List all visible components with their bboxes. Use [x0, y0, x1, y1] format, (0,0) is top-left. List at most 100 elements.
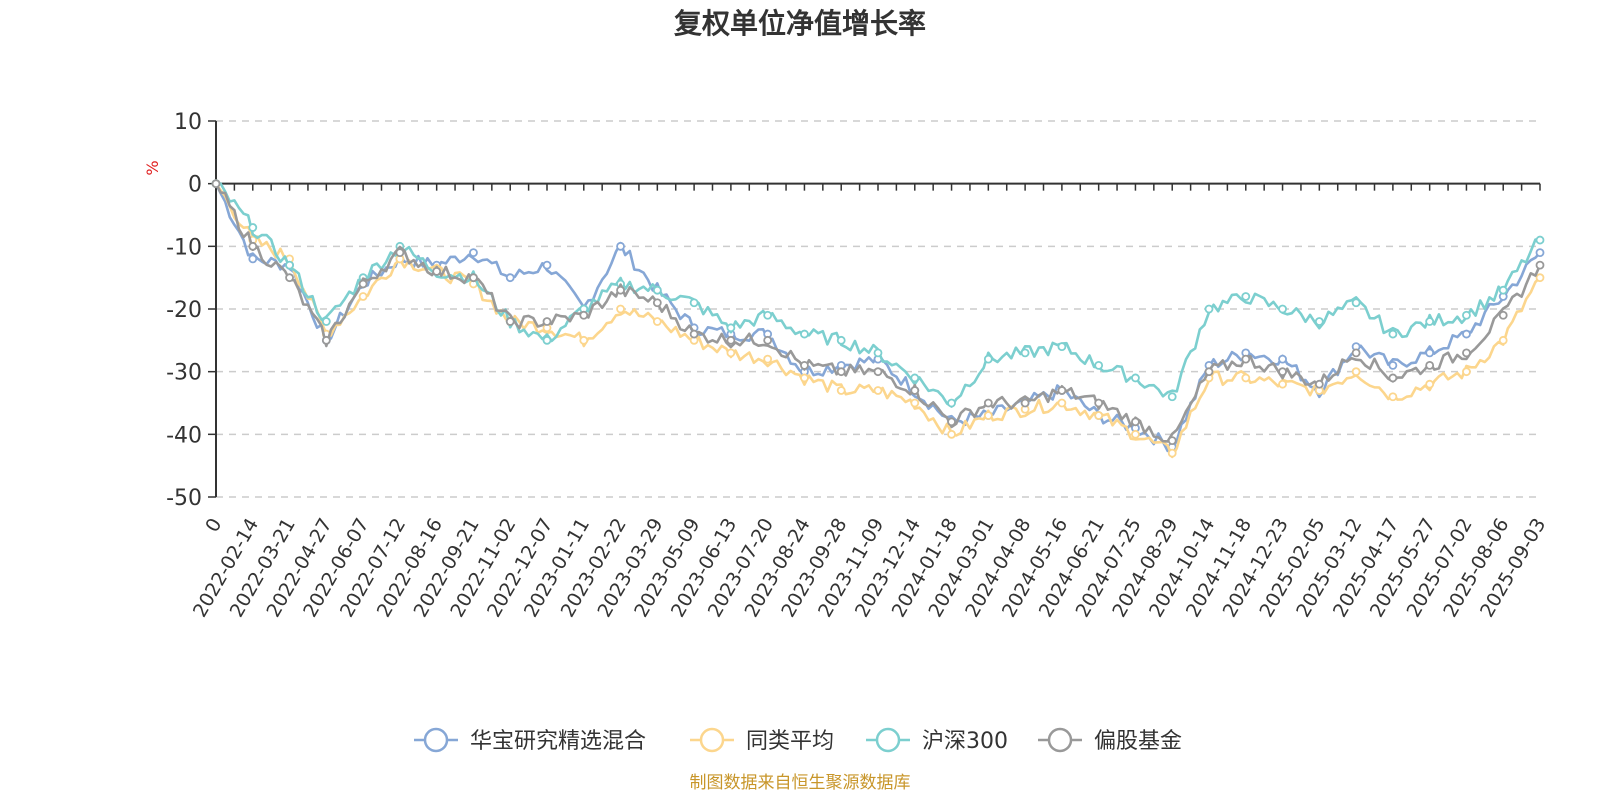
data-point — [1535, 248, 1545, 258]
data-point — [1388, 373, 1398, 383]
series-layer — [211, 179, 1545, 459]
legend-item-3[interactable]: 偏股基金 — [1038, 727, 1182, 754]
legend-item-1[interactable]: 同类平均 — [690, 727, 834, 754]
data-point — [873, 367, 883, 377]
y-tick-label: -50 — [166, 486, 202, 511]
data-point — [1535, 273, 1545, 283]
y-tick-label: -30 — [166, 361, 202, 386]
data-point — [285, 260, 294, 270]
data-point — [726, 348, 736, 358]
data-point — [1351, 298, 1361, 308]
data-point — [1241, 292, 1251, 301]
series-line — [214, 183, 1542, 443]
data-point — [1388, 392, 1398, 402]
y-tick-label: -40 — [166, 423, 202, 448]
data-point — [1425, 379, 1435, 389]
series-0 — [211, 179, 1545, 453]
data-point — [1094, 411, 1104, 420]
data-point — [1498, 285, 1508, 295]
data-point — [1278, 304, 1287, 314]
data-point — [321, 335, 331, 345]
data-point — [542, 317, 552, 326]
data-point — [800, 329, 809, 339]
y-tick-label: 10 — [174, 110, 202, 135]
data-point — [1462, 348, 1471, 358]
data-point — [248, 223, 258, 232]
data-point — [1094, 360, 1104, 370]
data-point — [1204, 304, 1214, 314]
data-point — [983, 398, 993, 408]
data-point — [616, 285, 625, 295]
data-point — [873, 386, 883, 395]
data-point — [947, 398, 956, 408]
data-point — [689, 298, 699, 308]
data-point — [1278, 354, 1287, 364]
data-point — [1278, 367, 1287, 377]
data-point — [1204, 367, 1214, 377]
legend-label: 沪深300 — [922, 729, 1008, 754]
legend[interactable]: 华宝研究精选混合 同类平均 沪深300 偏股基金 — [414, 727, 1182, 754]
data-point — [1094, 398, 1104, 408]
data-point — [1167, 436, 1177, 446]
data-point — [947, 417, 956, 427]
data-point — [1057, 342, 1067, 352]
data-point — [1351, 348, 1361, 358]
data-point — [836, 386, 846, 395]
legend-circle-icon — [875, 727, 901, 753]
data-point — [1535, 260, 1545, 270]
data-point — [1167, 392, 1177, 402]
data-point — [1462, 310, 1471, 320]
data-point — [505, 273, 515, 283]
data-point — [689, 329, 699, 339]
data-point — [1020, 348, 1030, 358]
data-point — [469, 248, 478, 258]
data-point — [1020, 398, 1030, 408]
data-point — [1278, 379, 1287, 389]
data-source-note: 制图数据来自恒生聚源数据库 — [690, 773, 911, 793]
data-point — [1388, 360, 1398, 370]
series-line — [214, 183, 1541, 453]
y-axis-unit: % — [143, 160, 162, 175]
data-point — [910, 386, 920, 395]
data-point — [211, 179, 221, 189]
data-point — [1388, 329, 1398, 339]
legend-label: 华宝研究精选混合 — [470, 729, 646, 754]
data-point — [1314, 379, 1324, 389]
data-point — [1131, 373, 1140, 383]
legend-label: 偏股基金 — [1094, 729, 1182, 754]
legend-label: 同类平均 — [746, 729, 834, 754]
data-point — [1462, 329, 1471, 339]
data-point — [652, 317, 662, 326]
legend-circle-icon — [1047, 727, 1073, 753]
data-point — [836, 367, 846, 377]
legend-item-0[interactable]: 华宝研究精选混合 — [414, 727, 646, 754]
legend-item-2[interactable]: 沪深300 — [866, 727, 1008, 754]
data-point — [616, 304, 625, 314]
data-point — [1131, 417, 1140, 427]
data-point — [1167, 448, 1177, 458]
data-point — [1241, 354, 1251, 364]
series-line — [214, 182, 1541, 459]
data-point — [947, 429, 956, 439]
data-point — [1498, 335, 1508, 345]
data-point — [616, 241, 625, 251]
x-tick-label: 0 — [201, 515, 226, 536]
data-point — [505, 317, 515, 326]
data-point — [873, 348, 883, 358]
data-point — [248, 254, 258, 264]
data-point — [1425, 348, 1435, 358]
data-point — [910, 398, 920, 408]
legend-circle-icon — [423, 727, 449, 753]
data-point — [432, 266, 442, 276]
data-point — [910, 373, 920, 383]
data-point — [1425, 317, 1435, 326]
data-point — [579, 335, 589, 345]
data-point — [1462, 367, 1471, 377]
data-point — [1131, 429, 1140, 439]
data-point — [321, 317, 331, 326]
data-point — [800, 373, 809, 383]
data-point — [983, 411, 993, 420]
data-point — [1498, 310, 1508, 320]
